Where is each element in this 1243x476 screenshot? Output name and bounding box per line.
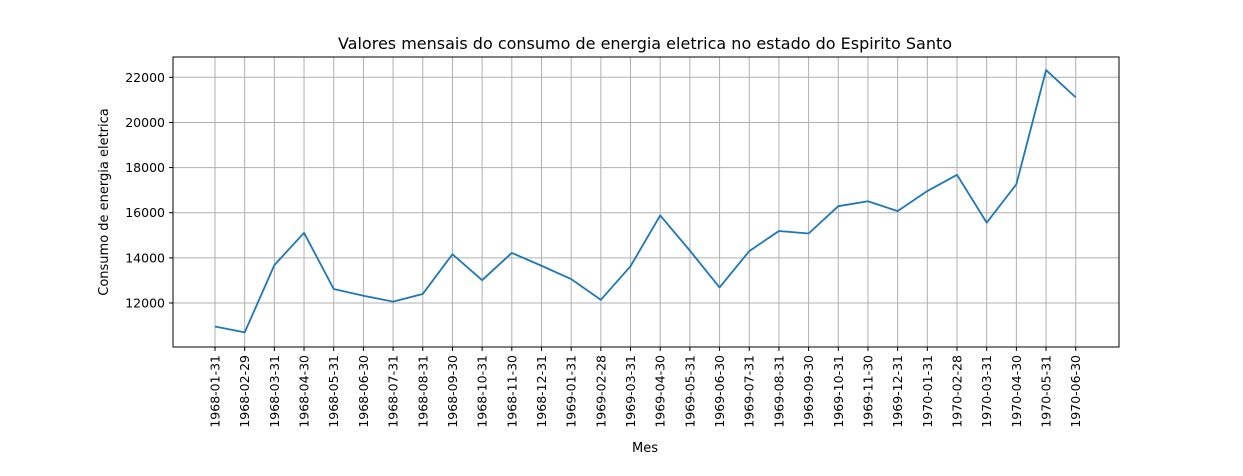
- y-tick-label: 14000: [125, 250, 165, 265]
- x-tick-label: 1969-08-31: [771, 355, 786, 428]
- x-tick-label: 1969-10-31: [831, 355, 846, 428]
- x-tick-label: 1968-02-29: [237, 355, 252, 428]
- x-axis-label: Mes: [632, 441, 658, 456]
- x-tick-label: 1969-07-31: [742, 355, 757, 428]
- x-tick-label: 1968-03-31: [267, 355, 282, 428]
- x-tick-label: 1970-01-31: [920, 355, 935, 428]
- x-tick-label: 1969-03-31: [623, 355, 638, 428]
- x-tick-label: 1969-01-31: [564, 355, 579, 428]
- x-axis-ticks: 1968-01-31 1968-02-29 1968-03-31 1968-04-30…: [208, 347, 1083, 428]
- y-tick-label: 22000: [125, 70, 165, 85]
- y-axis-label: Consumo de energia eletrica: [97, 108, 112, 296]
- x-tick-label: 1970-03-31: [979, 355, 994, 428]
- grid-lines: [173, 57, 1119, 347]
- x-tick-label: 1968-01-31: [208, 355, 223, 428]
- x-tick-label: 1968-12-31: [534, 355, 549, 428]
- chart-title: Valores mensais do consumo de energia el…: [338, 34, 952, 53]
- x-tick-label: 1969-09-30: [801, 355, 816, 428]
- x-tick-label: 1969-11-30: [860, 355, 875, 428]
- x-tick-label: 1969-12-31: [890, 355, 905, 428]
- y-tick-label: 18000: [125, 160, 165, 175]
- x-tick-label: 1968-06-30: [356, 355, 371, 428]
- x-tick-label: 1970-05-31: [1039, 355, 1054, 428]
- x-tick-label: 1968-09-30: [445, 355, 460, 428]
- y-tick-label: 12000: [125, 295, 165, 310]
- plot-frame: [172, 56, 1120, 348]
- x-tick-label: 1969-05-31: [682, 355, 697, 428]
- y-axis-ticks: 12000 14000 16000 18000 20000 22000: [125, 70, 173, 310]
- y-tick-label: 20000: [125, 115, 165, 130]
- x-tick-label: 1969-02-28: [593, 355, 608, 428]
- x-tick-label: 1969-06-30: [712, 355, 727, 428]
- x-tick-label: 1968-08-31: [415, 355, 430, 428]
- x-tick-label: 1968-07-31: [386, 355, 401, 428]
- x-tick-label: 1968-04-30: [297, 355, 312, 428]
- x-tick-label: 1968-11-30: [504, 355, 519, 428]
- x-tick-label: 1968-05-31: [326, 355, 341, 428]
- series-line: [214, 69, 1077, 334]
- x-tick-label: 1970-06-30: [1068, 355, 1083, 428]
- x-tick-label: 1968-10-31: [475, 355, 490, 428]
- x-tick-label: 1970-02-28: [950, 355, 965, 428]
- x-tick-label: 1970-04-30: [1009, 355, 1024, 428]
- data-points: [214, 70, 1076, 333]
- x-tick-label: 1969-04-30: [653, 355, 668, 428]
- y-tick-label: 16000: [125, 205, 165, 220]
